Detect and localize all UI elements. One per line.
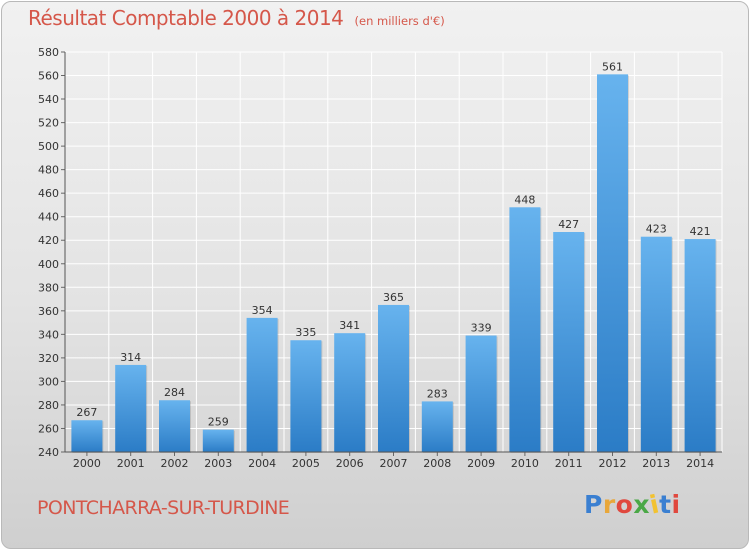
value-label: 267: [76, 406, 97, 419]
y-tick-label: 460: [38, 187, 59, 200]
value-label: 423: [646, 223, 667, 236]
y-tick-label: 360: [38, 305, 59, 318]
logo-letter: i: [671, 490, 681, 519]
x-tick-label: 2003: [204, 457, 232, 470]
value-label: 354: [252, 304, 273, 317]
x-tick-label: 2002: [161, 457, 189, 470]
value-label: 284: [164, 386, 185, 399]
logo-letter: t: [659, 490, 672, 519]
axes: 240 260 280 300 320 340 360 380 400 420 440 460 480 5…: [38, 46, 722, 470]
bar-2011[interactable]: [553, 232, 585, 452]
x-tick-label: 2010: [511, 457, 539, 470]
x-tick-label: 2011: [555, 457, 583, 470]
y-tick-label: 280: [38, 399, 59, 412]
y-tick-label: 520: [38, 117, 59, 130]
x-tick-label: 2012: [599, 457, 627, 470]
y-tick-label: 560: [38, 70, 59, 83]
y-tick-label: 540: [38, 93, 59, 106]
bar-2012[interactable]: [597, 74, 628, 453]
chart-subtitle: (en milliers d'€): [354, 14, 445, 28]
y-tick-label: 300: [38, 375, 59, 388]
value-label: 283: [427, 387, 448, 400]
bar-2002[interactable]: [159, 400, 190, 452]
logo-letter: o: [615, 490, 634, 519]
x-tick-label: 2014: [686, 457, 714, 470]
y-tick-label: 400: [38, 258, 59, 271]
value-label: 365: [383, 291, 404, 304]
value-label: 341: [339, 319, 360, 332]
bars: [71, 74, 716, 453]
bar-2013[interactable]: [640, 236, 672, 452]
logo-letter: P: [584, 490, 603, 519]
bar-2010[interactable]: [509, 207, 541, 452]
y-tick-label: 380: [38, 281, 59, 294]
value-label: 335: [295, 326, 316, 339]
bar-2003[interactable]: [202, 429, 234, 452]
bar-2004[interactable]: [246, 317, 278, 452]
x-tick-label: 2006: [336, 457, 364, 470]
x-tick-label: 2009: [467, 457, 495, 470]
commune-name: PONTCHARRA-SUR-TURDINE: [37, 497, 290, 519]
logo-letter: r: [602, 490, 616, 519]
value-label: 561: [602, 60, 623, 73]
bar-2007[interactable]: [378, 304, 409, 452]
bar-2005[interactable]: [290, 340, 322, 452]
value-labels: 267 314 284 259 354 335 341 365 283 339 448 427 561 4…: [76, 60, 710, 428]
x-tick-label: 2005: [292, 457, 320, 470]
y-tick-label: 420: [38, 234, 59, 247]
y-tick-label: 580: [38, 46, 59, 59]
bar-2006[interactable]: [334, 333, 366, 452]
x-tick-label: 2013: [642, 457, 670, 470]
value-label: 448: [514, 193, 535, 206]
bar-2001[interactable]: [115, 364, 147, 452]
bar-2000[interactable]: [71, 420, 103, 452]
y-tick-label: 480: [38, 164, 59, 177]
value-label: 427: [558, 218, 579, 231]
y-tick-label: 500: [38, 140, 59, 153]
x-tick-label: 2008: [423, 457, 451, 470]
y-tick-label: 320: [38, 352, 59, 365]
y-tick-label: 260: [38, 422, 59, 435]
y-tick-label: 440: [38, 211, 59, 224]
title-row: Résultat Comptable 2000 à 2014 (en milli…: [28, 6, 445, 30]
bar-2009[interactable]: [465, 335, 497, 452]
value-label: 314: [120, 351, 141, 364]
bar-2008[interactable]: [421, 401, 453, 452]
x-tick-label: 2001: [117, 457, 145, 470]
value-label: 259: [208, 416, 229, 429]
x-tick-label: 2007: [380, 457, 408, 470]
value-label: 421: [690, 225, 711, 238]
y-tick-label: 240: [38, 446, 59, 459]
logo-letter: x: [633, 490, 650, 519]
value-label: 339: [471, 322, 492, 335]
proxiti-logo[interactable]: Proxiti: [584, 489, 681, 519]
chart-title: Résultat Comptable 2000 à 2014: [28, 6, 344, 30]
bar-2014[interactable]: [684, 239, 716, 452]
x-tick-label: 2004: [248, 457, 276, 470]
y-tick-label: 340: [38, 328, 59, 341]
x-tick-label: 2000: [73, 457, 101, 470]
